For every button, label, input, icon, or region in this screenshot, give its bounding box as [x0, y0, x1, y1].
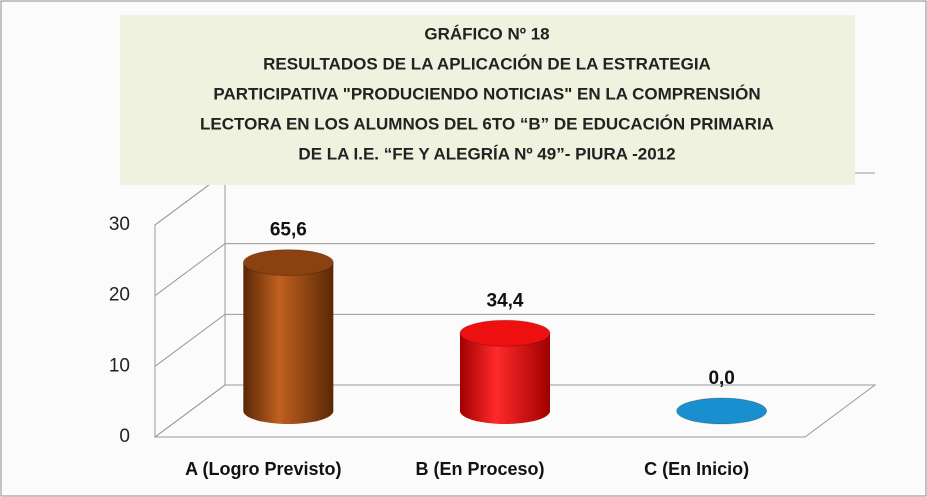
y-tick-label: 0	[119, 426, 130, 447]
x-tick-label: A (Logro Previsto)	[185, 459, 341, 479]
bar-body	[243, 262, 334, 424]
grid-line	[154, 243, 875, 297]
chart-title: RESULTADOS DE LA APLICACIÓN DE LA ESTRAT…	[263, 54, 711, 73]
bar	[242, 249, 334, 424]
value-label: 34,4	[487, 290, 524, 311]
bar-top	[242, 249, 334, 277]
bar	[459, 319, 551, 424]
x-tick-label: B (En Proceso)	[415, 459, 544, 479]
y-tick-label: 20	[109, 285, 130, 306]
title-box	[120, 15, 855, 185]
bar-top	[459, 319, 551, 347]
grid-line	[154, 313, 875, 367]
bar	[676, 397, 768, 425]
bar-top	[676, 397, 768, 425]
y-tick-label: 30	[109, 214, 130, 235]
value-label: 65,6	[270, 220, 307, 241]
chart-title: LECTORA EN LOS ALUMNOS DEL 6TO “B” DE ED…	[200, 114, 774, 133]
x-tick-label: C (En Inicio)	[644, 459, 749, 479]
bar-body	[460, 333, 550, 424]
y-tick-label: 10	[109, 355, 130, 376]
value-label: 0,0	[708, 368, 734, 389]
chart-title: DE LA I.E. “FE Y ALEGRÍA Nº 49”- PIURA -…	[298, 144, 675, 163]
grid-line	[154, 384, 875, 438]
chart-title: PARTICIPATIVA "PRODUCIENDO NOTICIAS" EN …	[213, 84, 760, 103]
chart-title: GRÁFICO Nº 18	[424, 24, 549, 43]
